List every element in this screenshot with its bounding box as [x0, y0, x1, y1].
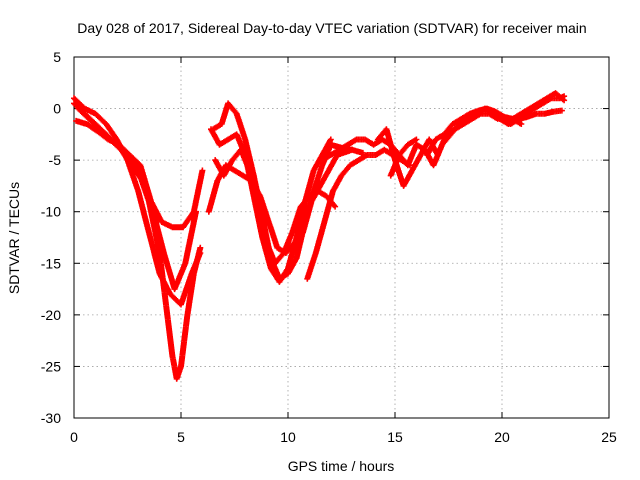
y-axis-label: SDTVAR / TECUs — [6, 182, 22, 294]
y-tick-label: -10 — [41, 204, 61, 220]
chart-title: Day 028 of 2017, Sidereal Day-to-day VTE… — [77, 20, 586, 36]
data-point-markers — [212, 146, 339, 267]
x-tick-label: 25 — [601, 429, 617, 445]
x-axis-label: GPS time / hours — [288, 458, 395, 474]
y-tick-label: 0 — [53, 101, 61, 117]
series-track-8 — [212, 146, 339, 267]
data-series — [71, 90, 568, 382]
x-tick-label: 20 — [494, 429, 510, 445]
plot-frame — [73, 56, 610, 419]
y-tick-label: -15 — [41, 255, 61, 271]
data-point-markers — [71, 100, 204, 382]
data-point-markers — [73, 117, 206, 231]
y-tick-label: -30 — [41, 410, 61, 426]
x-tick-label: 10 — [280, 429, 296, 445]
y-tick-label: -5 — [49, 152, 62, 168]
series-track-1 — [71, 100, 204, 382]
series-track-4 — [73, 117, 206, 231]
y-tick-label: -20 — [41, 307, 61, 323]
axis-ticks: 0 5 10 15 20 25 5 0 -5 -10 -15 -20 -25 -30 — [41, 49, 617, 445]
x-tick-label: 0 — [70, 429, 78, 445]
series-track-3 — [75, 105, 199, 293]
x-tick-label: 5 — [177, 429, 185, 445]
y-tick-label: -25 — [41, 358, 61, 374]
series-track-16 — [499, 107, 565, 127]
y-tick-label: 5 — [53, 49, 61, 65]
data-point-markers — [499, 107, 565, 127]
data-point-markers — [75, 105, 199, 293]
x-tick-label: 15 — [387, 429, 403, 445]
